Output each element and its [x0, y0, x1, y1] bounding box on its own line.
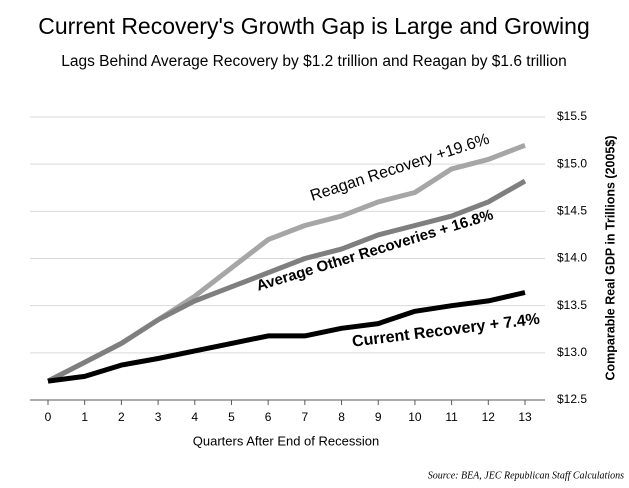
- y-tick-label: $13.0: [557, 345, 587, 359]
- y-tick-label: $15.5: [557, 109, 587, 123]
- y-tick-label: $14.5: [557, 204, 587, 218]
- y-tick-label: $13.5: [557, 298, 587, 312]
- x-tick-label: 11: [445, 410, 458, 424]
- chart-title: Current Recovery's Growth Gap is Large a…: [38, 13, 590, 39]
- x-tick-label: 4: [191, 410, 198, 424]
- y-tick-label: $14.0: [557, 251, 587, 265]
- x-tick-label: 10: [408, 410, 422, 424]
- x-tick-label: 13: [518, 410, 532, 424]
- x-tick-label: 6: [265, 410, 272, 424]
- y-tick-label: $12.5: [557, 392, 587, 406]
- y-axis-label: Comparable Real GDP in Trillions (2005$): [603, 136, 617, 381]
- y-tick-label: $15.0: [557, 156, 587, 170]
- x-tick-label: 0: [45, 410, 52, 424]
- series-line: [46, 178, 527, 384]
- series-label: Average Other Recoveries + 16.8%: [254, 206, 495, 294]
- x-tick-label: 12: [482, 410, 496, 424]
- x-tick-label: 1: [81, 410, 88, 424]
- x-tick-label: 8: [338, 410, 345, 424]
- x-tick-label: 5: [228, 410, 235, 424]
- x-tick-label: 9: [375, 410, 382, 424]
- x-axis-label: Quarters After End of Recession: [193, 433, 379, 448]
- series-label: Current Recovery + 7.4%: [351, 311, 541, 351]
- chart-subtitle: Lags Behind Average Recovery by $1.2 tri…: [61, 53, 567, 70]
- series-line: [47, 290, 526, 384]
- x-tick-label: 3: [155, 410, 162, 424]
- x-tick-label: 7: [302, 410, 309, 424]
- source: Source: BEA, JEC Republican Staff Calcul…: [428, 470, 624, 481]
- x-tick-label: 2: [118, 410, 125, 424]
